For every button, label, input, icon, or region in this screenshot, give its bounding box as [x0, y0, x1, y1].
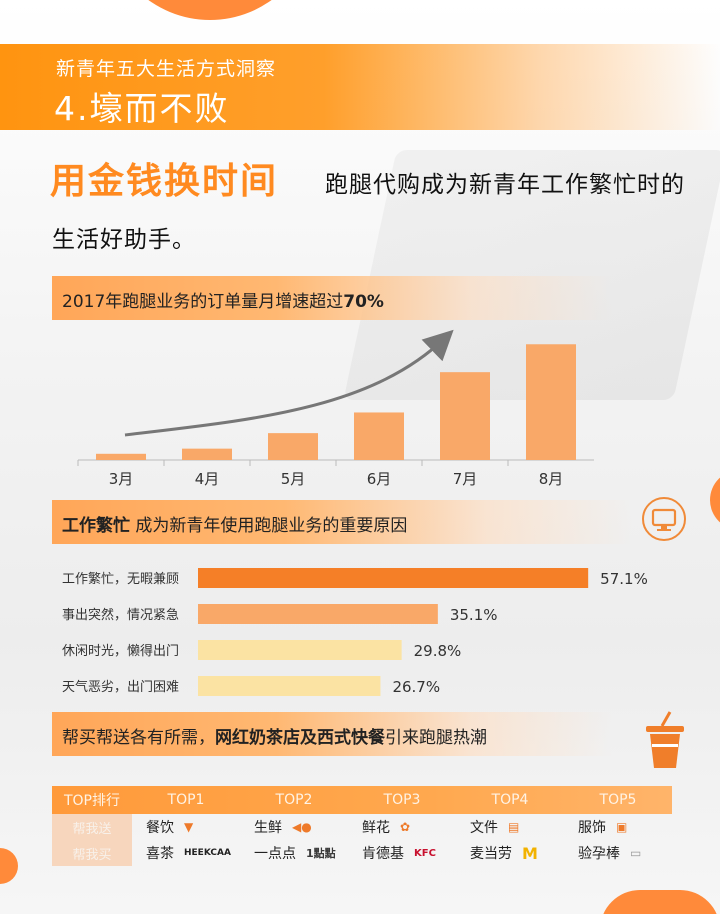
x-tick-label: 5月 — [281, 470, 306, 488]
table-cell: 一点点 1點點 — [240, 843, 348, 863]
drink-cup-icon — [640, 710, 690, 770]
bar — [198, 604, 438, 624]
kfc-logo: KFC — [414, 847, 436, 859]
header-subtitle: 新青年五大生活方式洞察 — [56, 58, 277, 80]
row-label-deliver: 帮我送 — [52, 814, 132, 840]
table-row: 帮我买 喜茶 HEEKCAA 一点点 1點點 肯德基 KFC 麦当劳 M 验孕棒 ▭ — [52, 840, 672, 866]
cell-text: 肯德基 — [362, 846, 404, 862]
table-header: TOP排行 TOP1 TOP2 TOP3 TOP4 TOP5 — [52, 786, 672, 814]
x-tick-label: 3月 — [109, 470, 134, 488]
table-header-cell: TOP2 — [275, 792, 313, 808]
bar — [198, 568, 589, 588]
cell-text: 生鲜 — [254, 820, 282, 836]
data-label: 57.1% — [600, 570, 648, 588]
fish-icon: ◀● — [292, 820, 312, 834]
x-tick-label: 6月 — [367, 470, 392, 488]
pregnancy-test-icon: ▭ — [630, 846, 642, 860]
bar — [182, 448, 232, 460]
flower-icon: ✿ — [400, 820, 411, 834]
x-tick-label: 7月 — [453, 470, 478, 488]
bar — [96, 453, 146, 460]
x-tick-label: 8月 — [539, 470, 564, 488]
food-cloche-icon: ▼ — [184, 820, 194, 834]
yidiandian-logo: 1點點 — [306, 847, 336, 860]
category-label: 事出突然，情况紧急 — [62, 607, 179, 623]
growth-rate: 70% — [343, 292, 384, 312]
headline: 用金钱换时间 — [50, 161, 279, 202]
headline-description: 生活好助手。 — [52, 227, 196, 253]
table-header-cell: TOP5 — [599, 792, 637, 808]
x-tick-label: 4月 — [195, 470, 220, 488]
top-services-suffix: 引来跑腿热潮 — [385, 728, 487, 748]
shirt-icon: ▣ — [616, 820, 628, 834]
section-title-reasons: 工作繁忙 成为新青年使用跑腿业务的重要原因 — [62, 511, 407, 536]
section-band-top-services: 帮买帮送各有所需，网红奶茶店及西式快餐引来跑腿热潮 — [52, 712, 612, 756]
bar — [268, 433, 318, 460]
growth-text: 2017年跑腿业务的订单量月增速超过 — [62, 292, 344, 312]
table-cell: 鲜花 ✿ — [348, 817, 456, 837]
section-band-growth: 2017年跑腿业务的订单量月增速超过70% — [52, 276, 612, 320]
orange-dot-decoration — [0, 848, 18, 884]
monthly-orders-chart-svg: 3月 4月 5月 6月 7月 8月 — [77, 329, 594, 488]
reasons-chart: 工作繁忙，无暇兼顾 57.1% 事出突然，情况紧急 35.1% 休闲时光，懒得出门 29.… — [52, 560, 692, 700]
headline-description: 跑腿代购成为新青年工作繁忙时的 — [325, 172, 685, 198]
category-label: 休闲时光，懒得出门 — [62, 643, 179, 659]
bar — [198, 640, 402, 660]
table-header-cell: TOP3 — [383, 792, 421, 808]
trend-arrow — [124, 329, 454, 437]
cell-text: 鲜花 — [362, 820, 390, 836]
bar — [198, 676, 381, 696]
monthly-orders-chart: 3月 4月 5月 6月 7月 8月 — [70, 320, 610, 500]
section-band-reasons: 工作繁忙 成为新青年使用跑腿业务的重要原因 — [52, 500, 632, 544]
table-header-cell: TOP1 — [167, 792, 205, 808]
cell-text: 文件 — [470, 820, 498, 836]
top-services-table: TOP排行 TOP1 TOP2 TOP3 TOP4 TOP5 帮我送 餐饮 ▼ 生… — [52, 786, 672, 866]
busy-work-text: 工作繁忙 — [62, 516, 130, 536]
cell-text: 服饰 — [578, 820, 606, 836]
cell-text: 一点点 — [254, 846, 296, 862]
header-banner: 新青年五大生活方式洞察 4.壕而不败 — [0, 44, 720, 130]
reasons-chart-svg: 工作繁忙，无暇兼顾 57.1% 事出突然，情况紧急 35.1% 休闲时光，懒得出门 29.… — [62, 568, 648, 696]
table-cell: 麦当劳 M — [456, 843, 564, 863]
row-label-buy: 帮我买 — [52, 840, 132, 866]
cell-text: 喜茶 — [146, 846, 174, 862]
table-header-cell: TOP排行 — [63, 793, 120, 809]
data-label: 26.7% — [392, 678, 440, 696]
heekcaa-logo: HEEKCAA — [184, 848, 231, 858]
table-cell: 餐饮 ▼ — [132, 817, 240, 837]
section-title-growth: 2017年跑腿业务的订单量月增速超过70% — [62, 287, 384, 312]
table-cell: 喜茶 HEEKCAA — [132, 843, 240, 863]
reasons-text: 成为新青年使用跑腿业务的重要原因 — [135, 516, 408, 536]
cell-text: 麦当劳 — [470, 846, 512, 862]
data-label: 29.8% — [414, 642, 462, 660]
cell-text: 验孕棒 — [578, 846, 620, 862]
category-label: 天气恶劣，出门困难 — [62, 679, 179, 695]
bar — [354, 412, 404, 460]
table-cell: 肯德基 KFC — [348, 843, 456, 863]
cell-text: 餐饮 — [146, 820, 174, 836]
mcdonalds-logo: M — [522, 843, 538, 863]
bar — [440, 372, 490, 460]
table-cell: 生鲜 ◀● — [240, 817, 348, 837]
page-title: 4.壕而不败 — [54, 89, 230, 128]
bar — [526, 344, 576, 460]
monitor-icon — [642, 497, 686, 541]
category-label: 工作繁忙，无暇兼顾 — [62, 571, 179, 587]
table-row: 帮我送 餐饮 ▼ 生鲜 ◀● 鲜花 ✿ 文件 ▤ 服饰 ▣ — [52, 814, 672, 840]
section-title-top-services: 帮买帮送各有所需，网红奶茶店及西式快餐引来跑腿热潮 — [62, 723, 487, 748]
top-services-highlight: 网红奶茶店及西式快餐 — [215, 728, 385, 748]
table-cell: 文件 ▤ — [456, 817, 564, 837]
table-cell: 验孕棒 ▭ — [564, 843, 672, 863]
table-cell: 服饰 ▣ — [564, 817, 672, 837]
top-services-text: 帮买帮送各有所需， — [62, 728, 215, 748]
data-label: 35.1% — [450, 606, 498, 624]
orange-dot-decoration — [710, 470, 720, 530]
document-icon: ▤ — [508, 820, 520, 834]
table-header-cell: TOP4 — [491, 792, 529, 808]
